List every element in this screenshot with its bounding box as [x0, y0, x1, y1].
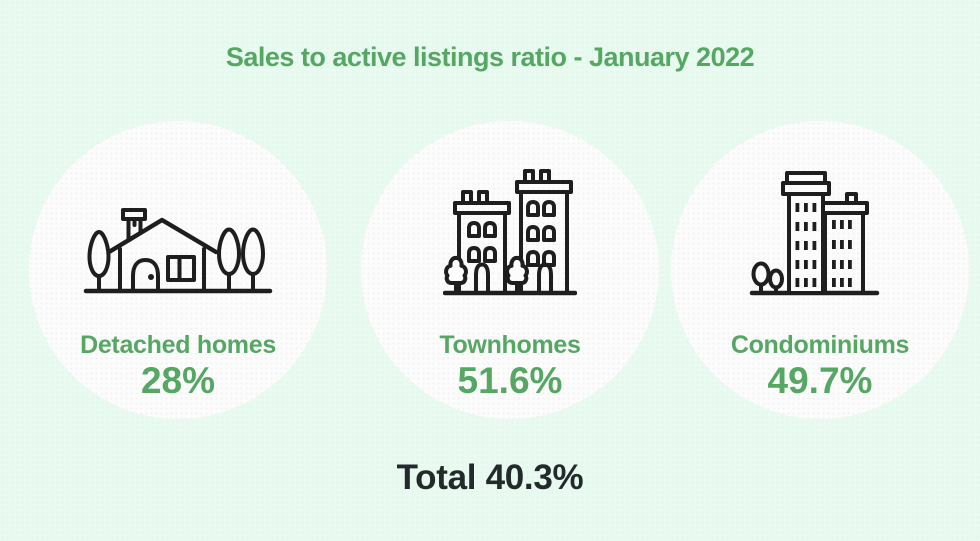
- card-condominiums: Condominiums 49.7%: [671, 121, 969, 419]
- card-townhomes: Townhomes 51.6%: [361, 121, 659, 419]
- card-value: 28%: [140, 359, 216, 401]
- total-label: Total 40.3%: [396, 458, 584, 497]
- townhomes-icon: [443, 157, 577, 297]
- card-value: 51.6%: [457, 359, 563, 401]
- card-label: Townhomes: [439, 331, 581, 359]
- card-label: Detached homes: [80, 331, 276, 359]
- card-label: Condominiums: [730, 331, 910, 359]
- condominiums-icon: [745, 157, 895, 297]
- card-value: 49.7%: [767, 359, 873, 401]
- detached-home-icon: [83, 157, 273, 297]
- page-title: Sales to active listings ratio - January…: [225, 42, 755, 72]
- card-detached-homes: Detached homes 28%: [29, 121, 327, 419]
